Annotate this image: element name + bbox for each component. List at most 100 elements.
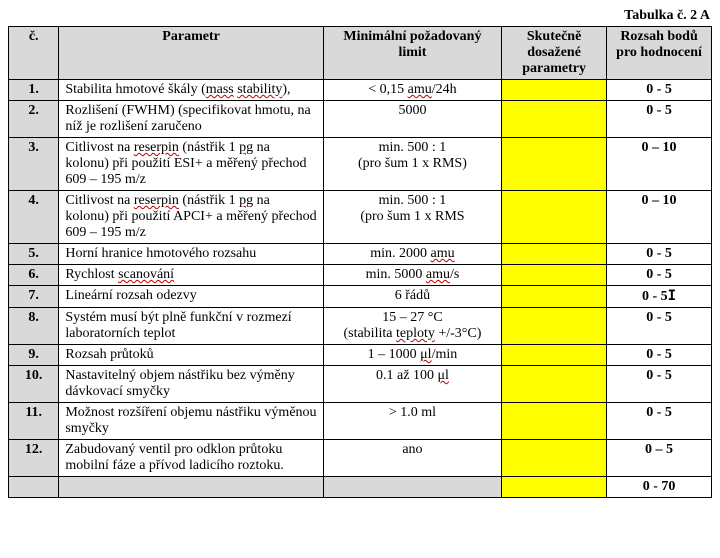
total-actual: [502, 477, 607, 498]
row-limit: ano: [323, 440, 501, 477]
total-score: 0 - 70: [607, 477, 712, 498]
row-score: 0 - 5: [607, 101, 712, 138]
row-score: 0 - 5I: [607, 286, 712, 308]
table-row: 10.Nastavitelný objem nástřiku bez výměn…: [9, 366, 712, 403]
squiggle-text: mass: [206, 82, 234, 97]
col-header-score: Rozsah bodů pro hodnocení: [607, 27, 712, 80]
squiggle-text: pg: [239, 140, 253, 155]
row-parameter: Nastavitelný objem nástřiku bez výměny d…: [59, 366, 323, 403]
row-parameter: Citlivost na reserpin (nástřik 1 pg na k…: [59, 138, 323, 191]
row-actual: [502, 138, 607, 191]
table-row: 8.Systém musí být plně funkční v rozmezí…: [9, 308, 712, 345]
row-parameter: Stabilita hmotové škály (mass stability)…: [59, 80, 323, 101]
row-actual: [502, 440, 607, 477]
header-row: č. Parametr Minimální požadovaný limit S…: [9, 27, 712, 80]
squiggle-text: μl: [420, 347, 431, 362]
row-actual: [502, 366, 607, 403]
row-score: 0 - 5: [607, 366, 712, 403]
table-row: 11.Možnost rozšíření objemu nástřiku vým…: [9, 403, 712, 440]
col-header-param: Parametr: [59, 27, 323, 80]
row-actual: [502, 308, 607, 345]
row-limit: 5000: [323, 101, 501, 138]
row-parameter: Zabudovaný ventil pro odklon průtoku mob…: [59, 440, 323, 477]
row-actual: [502, 80, 607, 101]
table-row: 1.Stabilita hmotové škály (mass stabilit…: [9, 80, 712, 101]
row-actual: [502, 345, 607, 366]
row-limit: min. 2000 amu: [323, 244, 501, 265]
table-row: 3.Citlivost na reserpin (nástřik 1 pg na…: [9, 138, 712, 191]
squiggle-text: μl: [437, 368, 448, 383]
row-score: 0 – 10: [607, 138, 712, 191]
row-parameter: Rozlišení (FWHM) (specifikovat hmotu, na…: [59, 101, 323, 138]
row-parameter: Lineární rozsah odezvy: [59, 286, 323, 308]
row-actual: [502, 244, 607, 265]
row-parameter: Rozsah průtoků: [59, 345, 323, 366]
row-actual: [502, 286, 607, 308]
row-limit: < 0,15 amu/24h: [323, 80, 501, 101]
row-actual: [502, 403, 607, 440]
row-score: 0 - 5: [607, 308, 712, 345]
row-number: 3.: [9, 138, 59, 191]
row-number: 10.: [9, 366, 59, 403]
row-number: 6.: [9, 265, 59, 286]
total-empty: [9, 477, 59, 498]
row-number: 1.: [9, 80, 59, 101]
squiggle-text: scanování: [118, 267, 174, 282]
row-actual: [502, 265, 607, 286]
row-score: 0 - 5: [607, 265, 712, 286]
row-number: 2.: [9, 101, 59, 138]
table-row: 2.Rozlišení (FWHM) (specifikovat hmotu, …: [9, 101, 712, 138]
table-caption: Tabulka č. 2 A: [8, 8, 712, 26]
row-score: 0 - 5: [607, 244, 712, 265]
row-parameter: Systém musí být plně funkční v rozmezí l…: [59, 308, 323, 345]
squiggle-text: reserpin: [134, 193, 179, 208]
row-limit: 1 – 1000 μl/min: [323, 345, 501, 366]
row-number: 12.: [9, 440, 59, 477]
row-score: 0 - 5: [607, 403, 712, 440]
row-number: 9.: [9, 345, 59, 366]
row-number: 4.: [9, 191, 59, 244]
squiggle-text: amu: [431, 246, 455, 261]
row-score: 0 - 5: [607, 80, 712, 101]
total-empty: [323, 477, 501, 498]
row-score: 0 - 5: [607, 345, 712, 366]
row-actual: [502, 101, 607, 138]
col-header-num: č.: [9, 27, 59, 80]
col-header-limit: Minimální požadovaný limit: [323, 27, 501, 80]
total-row: 0 - 70: [9, 477, 712, 498]
row-limit: 6 řádů: [323, 286, 501, 308]
total-empty: [59, 477, 323, 498]
table-row: 9.Rozsah průtoků1 – 1000 μl/min 0 - 5: [9, 345, 712, 366]
table-row: 6.Rychlost scanovánímin. 5000 amu/s 0 - 5: [9, 265, 712, 286]
squiggle-text: teploty: [396, 326, 435, 341]
row-limit: min. 500 : 1(pro šum 1 x RMS): [323, 138, 501, 191]
col-header-actual: Skutečně dosažené parametry: [502, 27, 607, 80]
row-score: 0 – 5: [607, 440, 712, 477]
table-row: 7.Lineární rozsah odezvy6 řádů 0 - 5I: [9, 286, 712, 308]
text-cursor: I: [668, 288, 676, 304]
row-limit: 0.1 až 100 μl: [323, 366, 501, 403]
squiggle-text: reserpin: [134, 140, 179, 155]
table-row: 4.Citlivost na reserpin (nástřik 1 pg na…: [9, 191, 712, 244]
row-parameter: Rychlost scanování: [59, 265, 323, 286]
squiggle-text: amu: [408, 82, 432, 97]
row-limit: 15 – 27 °C(stabilita teploty +/-3°C): [323, 308, 501, 345]
table-row: 12.Zabudovaný ventil pro odklon průtoku …: [9, 440, 712, 477]
spec-table: č. Parametr Minimální požadovaný limit S…: [8, 26, 712, 498]
squiggle-text: stability: [237, 82, 282, 97]
table-row: 5.Horní hranice hmotového rozsahumin. 20…: [9, 244, 712, 265]
row-number: 8.: [9, 308, 59, 345]
row-parameter: Citlivost na reserpin (nástřik 1 pg na k…: [59, 191, 323, 244]
row-parameter: Horní hranice hmotového rozsahu: [59, 244, 323, 265]
row-number: 11.: [9, 403, 59, 440]
squiggle-text: amu: [426, 267, 450, 282]
row-limit: min. 500 : 1(pro šum 1 x RMS: [323, 191, 501, 244]
row-parameter: Možnost rozšíření objemu nástřiku výměno…: [59, 403, 323, 440]
row-actual: [502, 191, 607, 244]
row-limit: > 1.0 ml: [323, 403, 501, 440]
row-score: 0 – 10: [607, 191, 712, 244]
row-number: 7.: [9, 286, 59, 308]
row-limit: min. 5000 amu/s: [323, 265, 501, 286]
squiggle-text: pg: [239, 193, 253, 208]
row-number: 5.: [9, 244, 59, 265]
